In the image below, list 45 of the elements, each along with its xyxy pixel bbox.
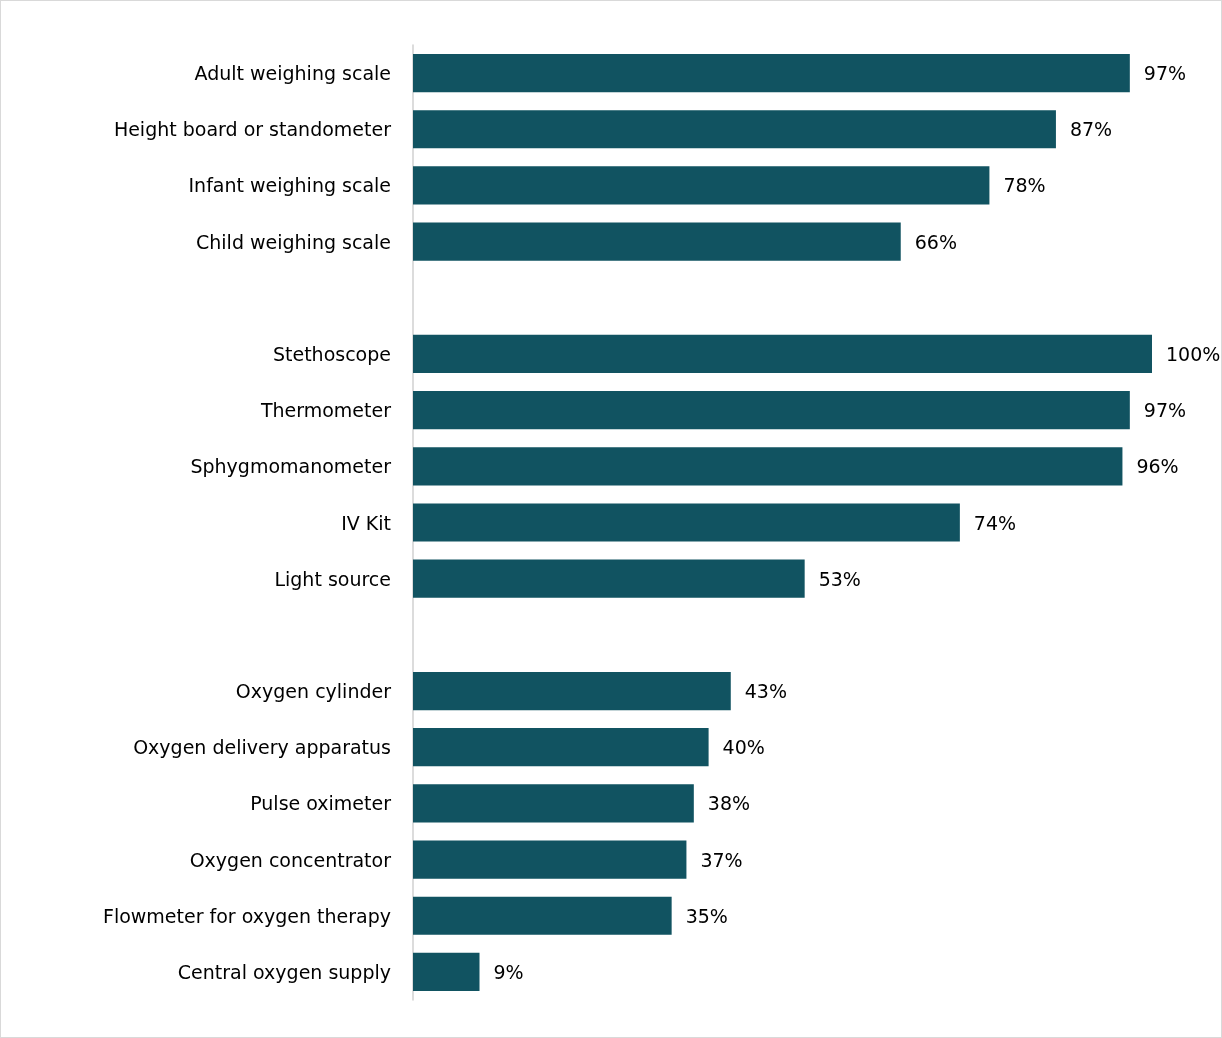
bar: [413, 952, 480, 992]
bar: [413, 166, 990, 205]
y-tick-label: Stethoscope: [272, 342, 391, 365]
data-label: 9%: [493, 960, 524, 983]
y-tick-label: Child weighing scale: [196, 230, 391, 253]
y-tick-label: Oxygen cylinder: [235, 680, 392, 703]
y-tick-label: Central oxygen supply: [177, 960, 391, 983]
data-label: 38%: [707, 792, 751, 815]
y-tick-label: Flowmeter for oxygen therapy: [102, 904, 391, 927]
data-label: 66%: [914, 230, 957, 253]
bar: [413, 728, 709, 767]
y-tick-label: Light source: [274, 567, 391, 590]
data-label: 96%: [1136, 455, 1179, 478]
y-tick-label: Thermometer: [259, 399, 392, 422]
data-label: 35%: [685, 904, 728, 927]
data-label: 37%: [700, 848, 743, 871]
data-label: 74%: [973, 511, 1017, 534]
bar: [413, 840, 687, 879]
data-label: 40%: [722, 736, 765, 759]
data-label: 100%: [1166, 342, 1221, 365]
data-label: 87%: [1069, 118, 1113, 141]
data-label: 43%: [744, 680, 787, 703]
y-tick-label: Oxygen concentrator: [189, 848, 392, 871]
data-label: 97%: [1143, 399, 1187, 422]
y-tick-label: Pulse oximeter: [250, 792, 392, 815]
bar: [413, 391, 1130, 430]
bar: [413, 447, 1123, 486]
bar: [413, 559, 805, 598]
bar: [413, 53, 1130, 93]
y-tick-label: Adult weighing scale: [194, 62, 391, 85]
bar: [413, 334, 1152, 374]
data-label: 53%: [818, 567, 861, 590]
bar: [413, 110, 1056, 149]
y-tick-label: Height board or standometer: [113, 118, 392, 141]
y-tick-label: Infant weighing scale: [188, 174, 391, 197]
data-label: 78%: [1003, 174, 1046, 197]
y-tick-label: IV Kit: [341, 511, 391, 534]
data-label: 97%: [1143, 62, 1187, 85]
bar: [413, 671, 731, 711]
bar: [413, 503, 960, 542]
bar: [413, 784, 694, 823]
bar: [413, 222, 901, 261]
y-tick-label: Oxygen delivery apparatus: [133, 736, 391, 759]
y-tick-label: Sphygmomanometer: [190, 455, 392, 478]
bar: [413, 896, 672, 935]
